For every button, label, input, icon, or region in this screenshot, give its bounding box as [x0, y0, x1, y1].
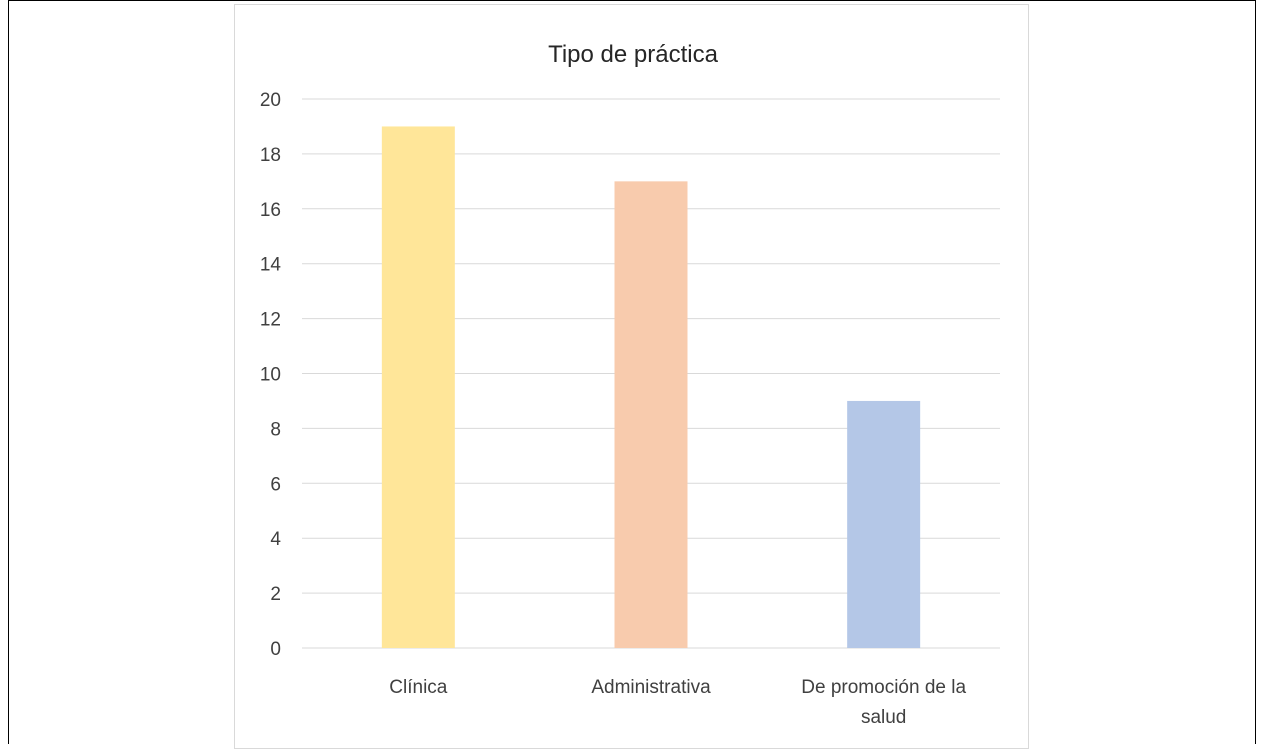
- y-tick-label: 4: [270, 529, 281, 550]
- bar: [614, 181, 688, 648]
- y-tick-label: 10: [260, 365, 281, 386]
- y-tick-label: 14: [260, 255, 282, 276]
- x-tick-label: De promoción de la: [801, 677, 966, 698]
- y-tick-label: 6: [270, 474, 281, 495]
- bar: [847, 400, 921, 648]
- y-axis-ticks: 0 2 4 6 8 10 12 14 16 18 20: [260, 90, 282, 660]
- chart-title: Tipo de práctica: [548, 41, 719, 68]
- y-tick-label: 2: [270, 584, 281, 605]
- y-tick-label: 20: [260, 90, 281, 111]
- bars: [381, 126, 921, 648]
- page-frame: [8, 0, 1256, 744]
- y-tick-label: 12: [260, 310, 281, 331]
- x-tick-label: Clínica: [389, 677, 448, 698]
- y-tick-label: 18: [260, 145, 281, 166]
- y-tick-label: 8: [270, 419, 281, 440]
- chart-area: Tipo de práctica 0 2 4 6 8 10 12 14 16 18 20 Clíni…: [234, 4, 1029, 749]
- y-tick-label: 16: [260, 200, 281, 221]
- x-tick-label: salud: [861, 707, 906, 728]
- x-tick-label: Administrativa: [591, 677, 711, 698]
- bar-chart: Tipo de práctica 0 2 4 6 8 10 12 14 16 18 20 Clíni…: [260, 41, 1000, 728]
- x-axis-labels: Clínica Administrativa De promoción de la s…: [389, 677, 966, 728]
- y-tick-label: 0: [270, 639, 281, 660]
- bar: [381, 126, 455, 648]
